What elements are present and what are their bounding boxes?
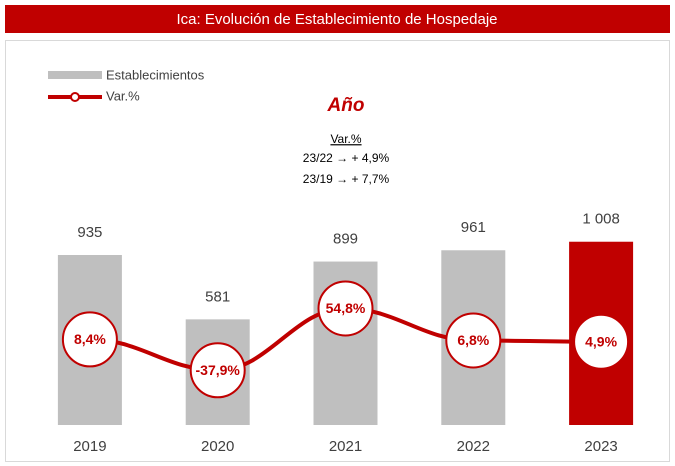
data-label: 4,9%: [585, 333, 617, 349]
chart-title: Ica: Evolución de Establecimiento de Hos…: [176, 11, 497, 28]
x-tick-label: 2022: [457, 438, 490, 455]
marker: [317, 280, 374, 337]
x-tick-label: 2023: [584, 438, 617, 455]
data-label: 54,8%: [326, 300, 366, 316]
data-label: 1 008: [582, 211, 620, 228]
marker: [61, 311, 118, 368]
annotation-heading: Año: [327, 95, 365, 116]
x-tick-label: 2021: [329, 438, 362, 455]
annotation-line: 23/19 → + 7,7%: [303, 172, 390, 186]
legend-label: Establecimientos: [106, 67, 205, 82]
data-label: 581: [205, 288, 230, 305]
data-label: -37,9%: [196, 362, 241, 378]
annotation-subheading: Var.%: [330, 132, 361, 146]
data-label: 899: [333, 231, 358, 248]
data-label: 961: [461, 219, 486, 236]
legend-swatch: [48, 71, 102, 79]
title-bar: [5, 5, 670, 33]
marker: [445, 312, 502, 369]
marker: [189, 342, 246, 399]
legend-marker: [70, 92, 80, 102]
annotation-line: 23/22 → + 4,9%: [303, 151, 390, 165]
data-label: 935: [77, 224, 102, 241]
x-tick-label: 2020: [201, 438, 234, 455]
legend-label: Var.%: [106, 88, 140, 103]
marker: [573, 313, 630, 370]
chart-border: [5, 40, 670, 462]
data-label: 6,8%: [457, 332, 489, 348]
x-tick-label: 2019: [73, 438, 106, 455]
data-label: 8,4%: [74, 331, 106, 347]
